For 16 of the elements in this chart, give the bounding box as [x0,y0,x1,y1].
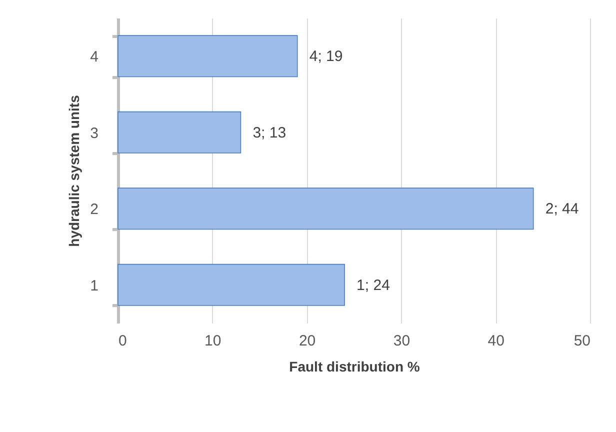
y-tick-label: 2 [90,201,98,218]
x-tick-label: 10 [204,332,222,350]
x-axis-title: Fault distribution % [289,358,420,374]
data-label: 1; 24 [356,276,390,294]
y-tick-label: 4 [90,48,98,66]
y-axis-title: hydraulic system units [66,94,82,247]
x-tick-label: 50 [574,332,590,350]
data-label: 4; 19 [309,48,343,66]
x-tick-label: 30 [393,332,410,350]
data-label: 3; 13 [252,124,286,142]
x-tick-label: 0 [118,332,127,350]
x-tick-label: 40 [488,332,504,350]
x-tick-label: 20 [298,332,316,350]
y-tick-label: 3 [90,124,98,142]
data-label: 2; 44 [545,200,579,218]
y-tick-label: 1 [90,277,98,294]
